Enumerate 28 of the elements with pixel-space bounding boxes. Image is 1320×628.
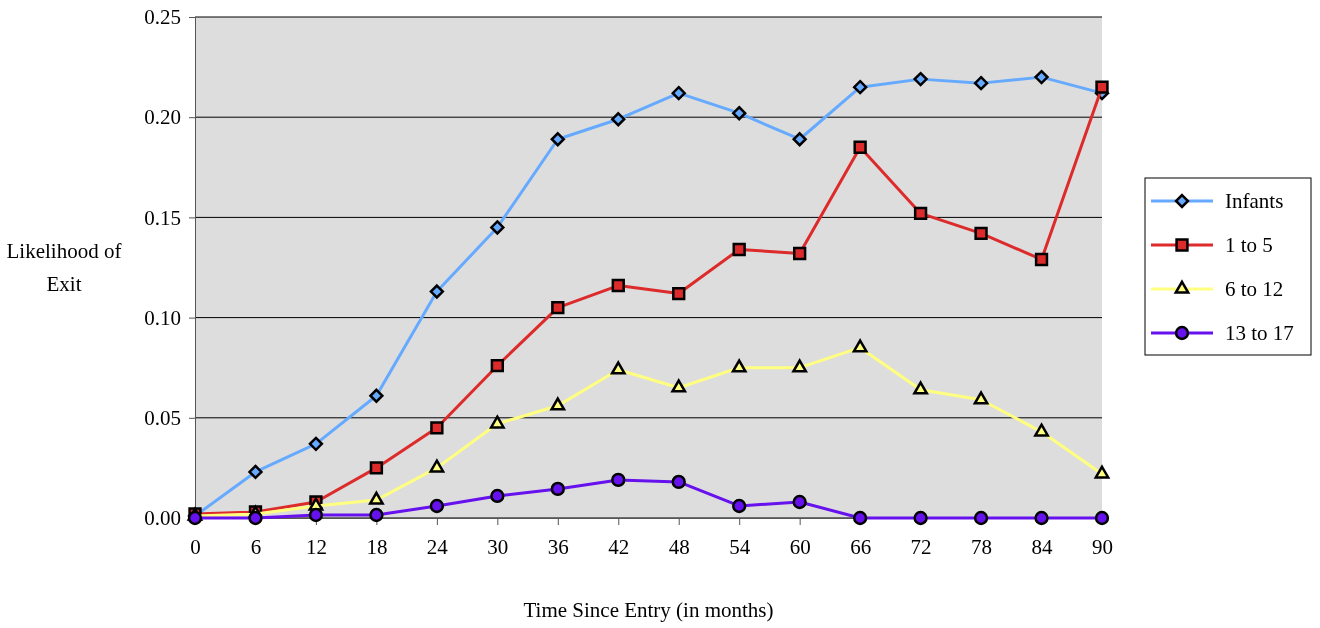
x-tick-label: 78: [971, 534, 993, 559]
y-tick-label: 0.15: [144, 205, 181, 230]
x-tick-label: 12: [305, 534, 327, 559]
legend-label: 13 to 17: [1225, 321, 1294, 345]
x-tick-label: 6: [250, 534, 262, 559]
legend-label: Infants: [1225, 189, 1284, 213]
x-tick-label: 72: [910, 534, 932, 559]
x-tick-label: 30: [487, 534, 509, 559]
x-tick-label: 24: [426, 534, 449, 559]
x-tick-label: 48: [668, 534, 690, 559]
y-tick-label: 0.00: [144, 506, 181, 531]
legend-label: 1 to 5: [1225, 233, 1273, 257]
y-tick-label: 0.05: [144, 406, 181, 431]
x-axis-title: Time Since Entry (in months): [523, 598, 774, 622]
y-tick-label: 0.20: [144, 105, 181, 130]
y-tick-label: 0.25: [144, 5, 181, 30]
x-tick-label: 36: [547, 534, 569, 559]
x-tick-label: 84: [1031, 534, 1054, 559]
x-tick-label: 18: [366, 534, 388, 559]
y-axis-title: Likelihood of Exit: [6, 239, 122, 296]
x-tick-label: 42: [608, 534, 630, 559]
y-tick-label: 0.10: [144, 305, 181, 330]
legend-label: 6 to 12: [1225, 277, 1284, 301]
x-tick-label: 0: [190, 534, 201, 559]
x-tick-label: 66: [850, 534, 872, 559]
x-tick-label: 60: [789, 534, 811, 559]
x-tick-label: 54: [729, 534, 751, 559]
x-tick-label: 90: [1092, 534, 1113, 559]
